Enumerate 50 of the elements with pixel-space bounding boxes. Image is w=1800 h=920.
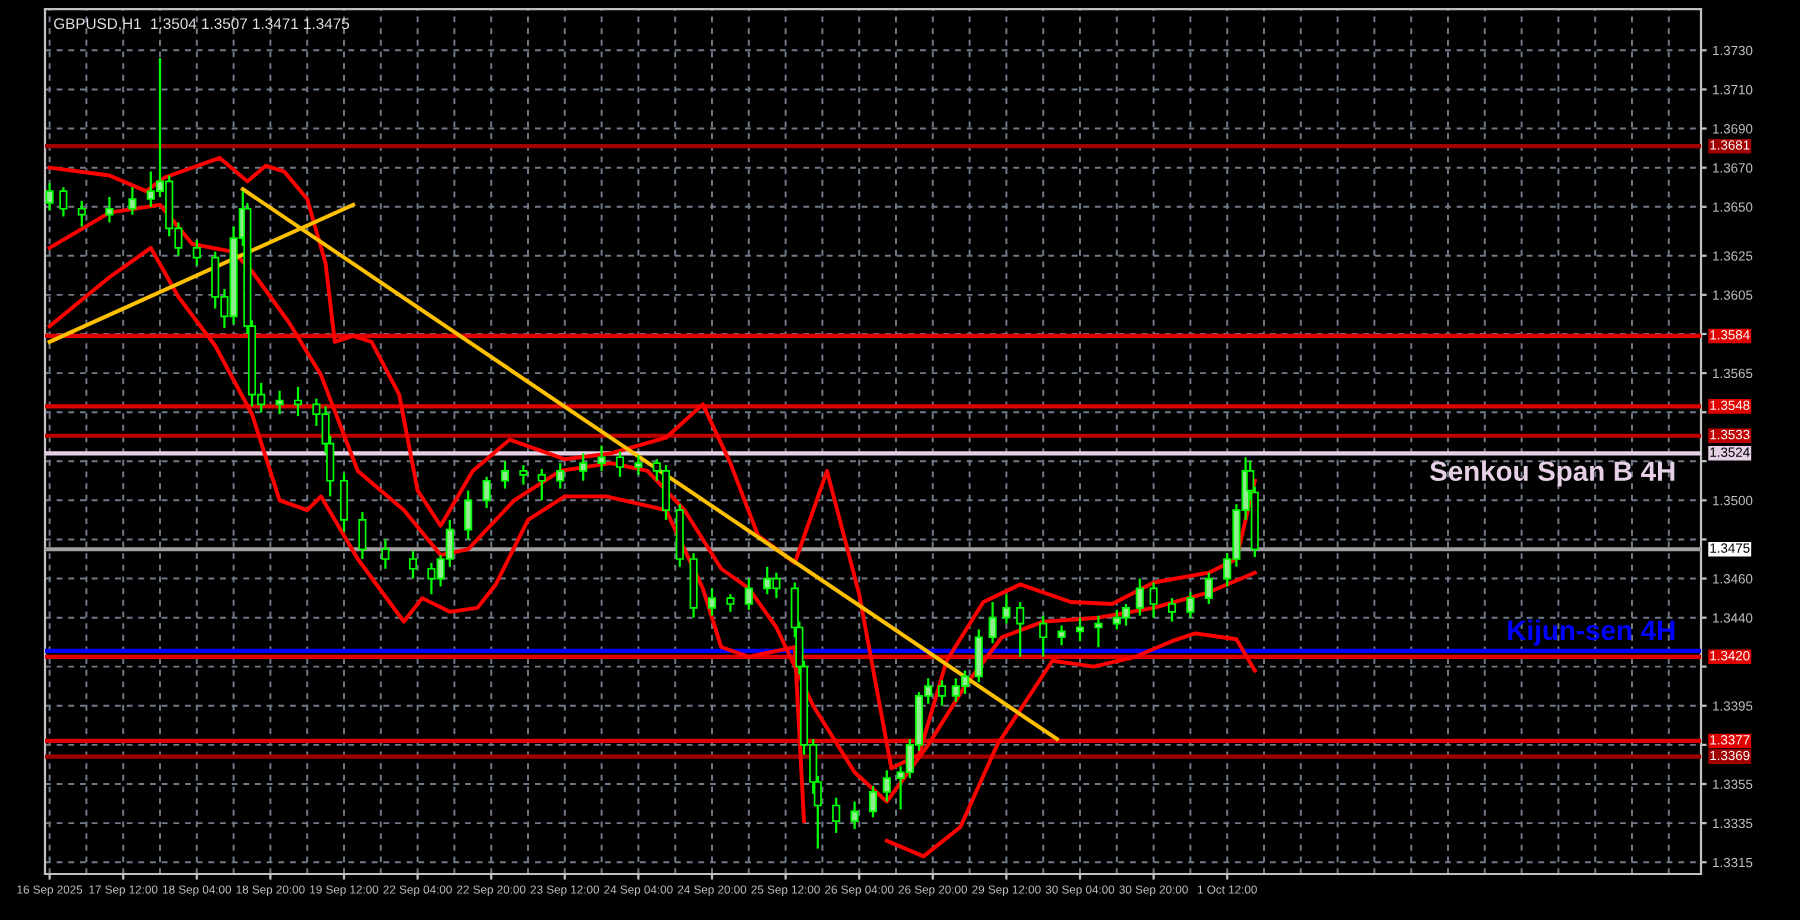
candlestick	[293, 385, 303, 418]
candlestick	[988, 600, 997, 645]
candlestick	[1039, 614, 1048, 658]
candlestick	[211, 250, 220, 310]
line-series	[884, 631, 1257, 859]
candlestick	[579, 452, 588, 482]
candlestick	[275, 389, 284, 416]
candlestick	[519, 463, 528, 486]
candlestick	[1057, 624, 1066, 647]
candlestick	[358, 510, 367, 561]
candlestick	[556, 462, 565, 490]
candlestick	[500, 460, 510, 490]
candlestick	[960, 669, 970, 696]
candlestick	[1094, 614, 1103, 649]
candlestick	[1121, 602, 1131, 627]
candlestick	[482, 475, 491, 510]
candlestick	[882, 769, 891, 803]
candlestick	[381, 538, 390, 570]
candlestick	[59, 186, 68, 218]
candlestick	[744, 577, 753, 611]
candlestick	[597, 444, 606, 473]
candlestick	[339, 471, 349, 533]
candlestick	[615, 450, 625, 478]
candlestick	[832, 796, 841, 835]
candlestick	[1002, 593, 1011, 625]
candlestick	[77, 199, 86, 228]
candlestick	[661, 463, 671, 521]
candlestick	[1204, 571, 1213, 606]
candlestick	[634, 454, 643, 476]
candlestick	[937, 679, 947, 707]
candlestick	[1167, 597, 1177, 623]
candlestick	[408, 550, 418, 580]
candlestick	[192, 238, 201, 267]
annotation: Senkou Span B 4H	[1430, 460, 1675, 487]
candlestick	[1075, 616, 1085, 643]
candlestick	[1149, 581, 1158, 619]
candlestick	[105, 195, 114, 224]
candlestick	[868, 784, 878, 819]
candlestick	[537, 467, 546, 502]
candlestick	[850, 800, 859, 831]
candlestick	[128, 186, 137, 216]
annotation: Kijun-sen 4H	[1508, 619, 1675, 646]
candlestick	[974, 628, 983, 684]
candlestick	[763, 565, 772, 596]
candlestick	[45, 182, 54, 212]
candlestick	[707, 587, 717, 617]
candlestick	[1135, 577, 1144, 617]
candlestick	[464, 489, 473, 541]
candlestick	[1016, 600, 1025, 658]
candlestick	[1186, 591, 1195, 619]
